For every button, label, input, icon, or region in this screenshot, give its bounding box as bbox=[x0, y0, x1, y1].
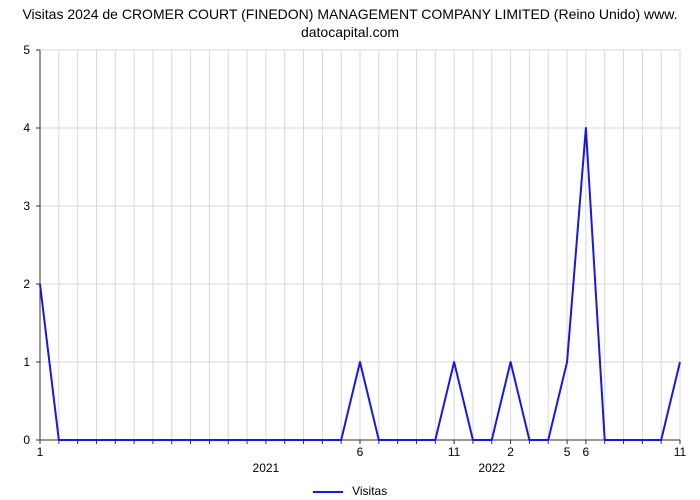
svg-text:4: 4 bbox=[23, 121, 30, 135]
svg-text:5: 5 bbox=[564, 445, 571, 459]
legend-swatch bbox=[313, 491, 343, 493]
svg-text:3: 3 bbox=[23, 199, 30, 213]
svg-text:6: 6 bbox=[583, 445, 590, 459]
svg-text:5: 5 bbox=[23, 43, 30, 57]
title-line1: Visitas 2024 de CROMER COURT (FINEDON) M… bbox=[22, 6, 677, 22]
legend-label: Visitas bbox=[352, 484, 387, 498]
svg-text:2022: 2022 bbox=[478, 461, 505, 475]
svg-text:2021: 2021 bbox=[253, 461, 280, 475]
svg-text:11: 11 bbox=[448, 445, 461, 459]
legend: Visitas bbox=[0, 484, 700, 498]
svg-text:1: 1 bbox=[23, 355, 30, 369]
chart-container: Visitas 2024 de CROMER COURT (FINEDON) M… bbox=[0, 0, 700, 500]
title-line2: datocapital.com bbox=[301, 24, 399, 40]
chart-title: Visitas 2024 de CROMER COURT (FINEDON) M… bbox=[0, 5, 700, 41]
svg-text:6: 6 bbox=[357, 445, 364, 459]
chart-svg: 01234516112561120212022 bbox=[0, 0, 700, 500]
svg-text:1: 1 bbox=[37, 445, 44, 459]
svg-text:2: 2 bbox=[23, 277, 30, 291]
svg-text:0: 0 bbox=[23, 433, 30, 447]
svg-text:2: 2 bbox=[507, 445, 514, 459]
svg-text:11: 11 bbox=[674, 445, 687, 459]
